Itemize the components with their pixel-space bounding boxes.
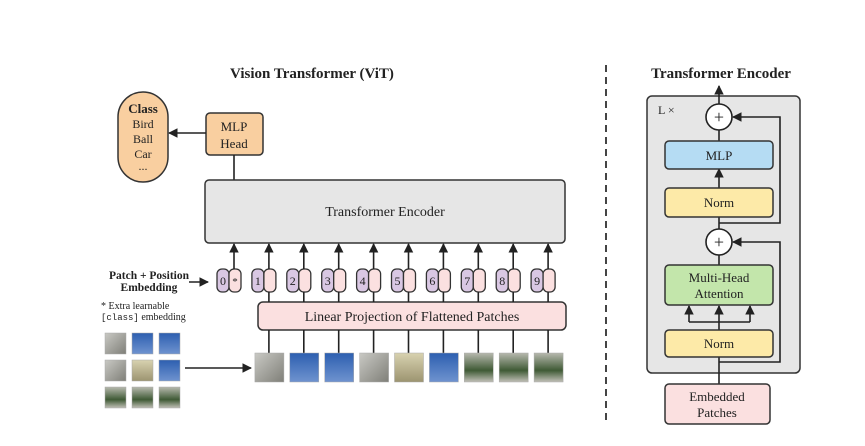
- linear-projection-box: [257, 301, 567, 331]
- image-patch: [498, 352, 529, 383]
- norm-box-bottom: [664, 329, 774, 358]
- norm-label: Norm: [704, 336, 734, 351]
- multi-head-attention-box: [664, 264, 774, 306]
- mlp-box: [664, 140, 774, 170]
- transformer-encoder-box: [204, 179, 566, 244]
- image-patch: [429, 352, 459, 383]
- position-index: 2: [290, 274, 296, 288]
- extra-embedding-note: * Extra learnable: [101, 301, 170, 312]
- attention-label: Multi-Head: [689, 270, 750, 285]
- class-item: Ball: [133, 132, 154, 146]
- class-box: [117, 91, 169, 183]
- image-grid-patch: [104, 332, 127, 355]
- patch-embedding-token: [298, 268, 312, 293]
- patch-embedding-token: [367, 268, 382, 293]
- patch-embedding-token: [263, 268, 277, 293]
- plus-icon: +: [714, 107, 724, 127]
- class-token-text: [class]: [101, 313, 139, 323]
- image-grid-patch: [104, 359, 127, 382]
- image-grid-patch: [104, 386, 127, 409]
- image-patch: [254, 352, 285, 383]
- image-grid-patch: [158, 359, 181, 382]
- residual-1: [719, 237, 781, 363]
- image-patch: [464, 352, 494, 383]
- position-index: 7: [464, 274, 470, 288]
- class-item: Car: [134, 147, 151, 161]
- class-heading: Class: [128, 101, 158, 116]
- image-grid-patch: [158, 332, 181, 355]
- patch-embedding-token: [228, 268, 242, 293]
- position-index: 9: [534, 274, 540, 288]
- position-index: 1: [255, 274, 261, 288]
- linear-projection-label: Linear Projection of Flattened Patches: [305, 310, 520, 325]
- class-embedding-note: [class] embedding: [101, 312, 186, 323]
- norm-label: Norm: [704, 195, 734, 210]
- attention-label: Attention: [694, 286, 744, 301]
- patch-embedding-token: [402, 268, 417, 293]
- image-patch: [289, 352, 320, 383]
- transformer-encoder-label: Transformer Encoder: [325, 205, 445, 220]
- class-token-mark: *: [232, 276, 238, 288]
- class-item: Bird: [132, 117, 153, 131]
- encoder-detail-title: Transformer Encoder: [651, 66, 791, 82]
- position-index: 0: [220, 274, 226, 288]
- embedded-patches-label: Embedded: [689, 389, 745, 404]
- image-patch: [394, 352, 424, 383]
- plus-icon: +: [714, 232, 724, 252]
- add-node-bottom: [705, 228, 733, 256]
- position-index: 4: [360, 274, 366, 288]
- class-item: ...: [139, 159, 148, 173]
- patch-embedding-token: [507, 268, 521, 293]
- repeat-label: L ×: [658, 103, 675, 117]
- position-index: 5: [395, 274, 401, 288]
- image-patch-grid: [104, 332, 181, 409]
- residual-2: [719, 112, 781, 224]
- image-patch: [359, 352, 389, 383]
- norm-box-top: [664, 187, 774, 218]
- image-grid-patch: [131, 386, 154, 409]
- embedded-patches-label: Patches: [697, 405, 737, 420]
- token-row: 0 * 1 2 3 4 5 6 7 8 9: [216, 243, 564, 383]
- image-grid-patch: [131, 332, 154, 355]
- embedding-text: embedding: [139, 312, 186, 323]
- patch-embedding-token: [542, 268, 556, 293]
- image-patch: [533, 352, 564, 383]
- image-grid-patch: [131, 359, 154, 382]
- image-grid-patch: [158, 386, 181, 409]
- patch-embedding-token: [437, 268, 452, 293]
- position-index: 8: [499, 274, 505, 288]
- patch-embedding-token: [333, 268, 347, 293]
- embedding-label: Embedding: [121, 282, 178, 294]
- mlp-label: MLP: [706, 148, 733, 163]
- position-index: 6: [429, 274, 435, 288]
- mlp-head-label: Head: [220, 136, 248, 151]
- image-patch: [324, 352, 354, 383]
- add-node-top: [705, 103, 733, 131]
- position-index: 3: [325, 274, 331, 288]
- patch-embedding-token: [472, 268, 486, 293]
- embedded-patches-box: [664, 383, 771, 425]
- embedding-label: Patch + Position: [109, 270, 190, 282]
- mlp-head-label: MLP: [221, 119, 248, 134]
- vit-title: Vision Transformer (ViT): [230, 66, 394, 82]
